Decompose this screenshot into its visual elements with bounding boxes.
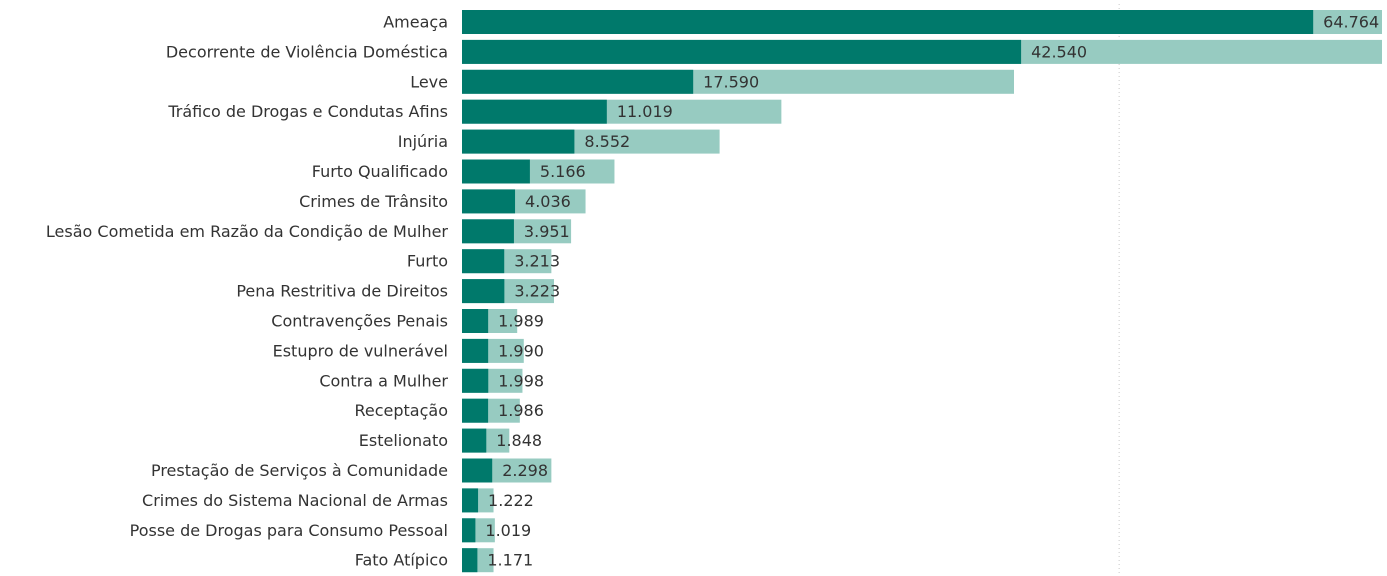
data-label: 17.590	[703, 72, 759, 91]
category-label: Lesão Cometida em Razão da Condição de M…	[46, 222, 449, 241]
category-label: Contra a Mulher	[319, 371, 448, 390]
bar-dark	[462, 518, 476, 543]
bar-dark	[462, 398, 489, 423]
data-label: 3.951	[524, 222, 570, 241]
bar-dark	[462, 159, 530, 184]
bar-dark	[462, 39, 1022, 64]
data-label: 8.552	[584, 132, 630, 151]
bar-dark	[462, 129, 575, 154]
bar-dark	[462, 458, 493, 483]
data-label: 64.764	[1323, 13, 1379, 32]
data-label: 1.990	[498, 341, 544, 360]
category-label: Ameaça	[383, 13, 448, 32]
category-label: Crimes do Sistema Nacional de Armas	[142, 491, 448, 510]
data-label: 4.036	[525, 192, 571, 211]
bar-dark	[462, 338, 489, 363]
category-label: Fato Atípico	[355, 551, 448, 570]
category-label: Crimes de Trânsito	[299, 192, 448, 211]
bar-dark	[462, 488, 479, 513]
bar-dark	[462, 189, 516, 214]
data-label: 1.998	[498, 371, 544, 390]
category-label: Furto Qualificado	[312, 162, 448, 181]
bar-dark	[462, 99, 607, 124]
data-label: 1.989	[498, 312, 544, 331]
data-label: 2.298	[502, 461, 548, 480]
data-label: 5.166	[540, 162, 586, 181]
category-label: Leve	[410, 72, 448, 91]
category-label: Posse de Drogas para Consumo Pessoal	[130, 521, 448, 540]
bar-dark	[462, 368, 489, 393]
category-label: Contravenções Penais	[271, 312, 448, 331]
data-label: 42.540	[1031, 42, 1087, 61]
bar-dark	[462, 219, 514, 244]
data-label: 11.019	[617, 102, 673, 121]
bar-dark	[462, 69, 694, 94]
category-label: Tráfico de Drogas e Condutas Afins	[167, 102, 448, 121]
category-label: Receptação	[354, 401, 448, 420]
bar-dark	[462, 10, 1314, 34]
bar-dark	[462, 279, 505, 304]
category-label: Decorrente de Violência Doméstica	[166, 42, 448, 61]
data-label: 1.986	[498, 401, 544, 420]
category-label: Prestação de Serviços à Comunidade	[151, 461, 448, 480]
bar-dark	[462, 249, 505, 274]
category-label: Pena Restritiva de Direitos	[236, 282, 448, 301]
category-label: Estupro de vulnerável	[273, 341, 448, 360]
bar-dark	[462, 309, 489, 333]
bar-dark	[462, 548, 478, 573]
data-label: 3.223	[514, 282, 560, 301]
bar-dark	[462, 428, 487, 453]
category-label: Furto	[407, 252, 448, 271]
data-label: 1.171	[487, 551, 533, 570]
data-label: 3.213	[514, 252, 560, 271]
data-label: 1.848	[496, 431, 542, 450]
data-label: 1.222	[488, 491, 534, 510]
data-label: 1.019	[485, 521, 531, 540]
category-label: Estelionato	[359, 431, 448, 450]
category-label: Injúria	[398, 132, 448, 151]
